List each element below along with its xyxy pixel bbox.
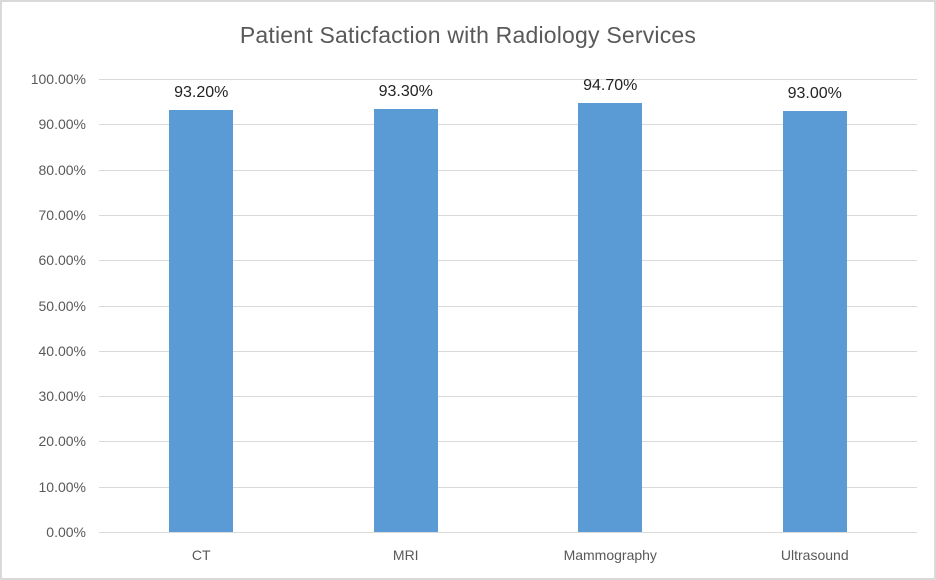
y-tick-label: 10.00%: [38, 478, 86, 495]
gridline: [99, 396, 917, 398]
y-tick-label: 0.00%: [46, 524, 86, 540]
y-tick-label: 100.00%: [30, 71, 86, 87]
category-label-ultrasound: Ultrasound: [780, 547, 849, 563]
bar-mammography: [578, 103, 643, 532]
gridline: [99, 260, 917, 262]
category-label-mammography: Mammography: [563, 547, 657, 563]
y-tick-label: 90.00%: [38, 116, 86, 133]
data-label-mammography: 94.70%: [583, 77, 638, 95]
gridline: [99, 305, 917, 307]
y-tick-label: 20.00%: [38, 433, 86, 450]
data-label-ct: 93.20%: [174, 83, 229, 101]
gridline: [99, 486, 917, 488]
gridline: [99, 350, 917, 352]
y-tick-label: 60.00%: [38, 252, 86, 269]
y-tick-label: 70.00%: [38, 206, 86, 223]
data-label-ultrasound: 93.00%: [787, 84, 842, 102]
plot-area: 93.20% 93.30% 94.70% 93.00%: [99, 77, 917, 533]
y-tick-label: 40.00%: [38, 342, 86, 359]
bar-ct: [169, 109, 234, 532]
gridline: [99, 214, 917, 216]
bar-ultrasound: [782, 110, 847, 532]
bar-mri: [373, 109, 438, 532]
y-tick-label: 50.00%: [38, 297, 86, 314]
gridline: [99, 124, 917, 126]
gridline: [99, 441, 917, 443]
chart-title: Patient Saticfaction with Radiology Serv…: [239, 22, 697, 48]
y-tick-label: 80.00%: [38, 161, 86, 178]
category-label-mri: MRI: [392, 547, 419, 563]
data-label-mri: 93.30%: [378, 83, 433, 101]
gridline: [99, 532, 917, 533]
gridline: [99, 169, 917, 171]
y-tick-label: 30.00%: [38, 388, 86, 405]
gridline: [99, 79, 917, 80]
category-label-ct: CT: [191, 547, 211, 563]
